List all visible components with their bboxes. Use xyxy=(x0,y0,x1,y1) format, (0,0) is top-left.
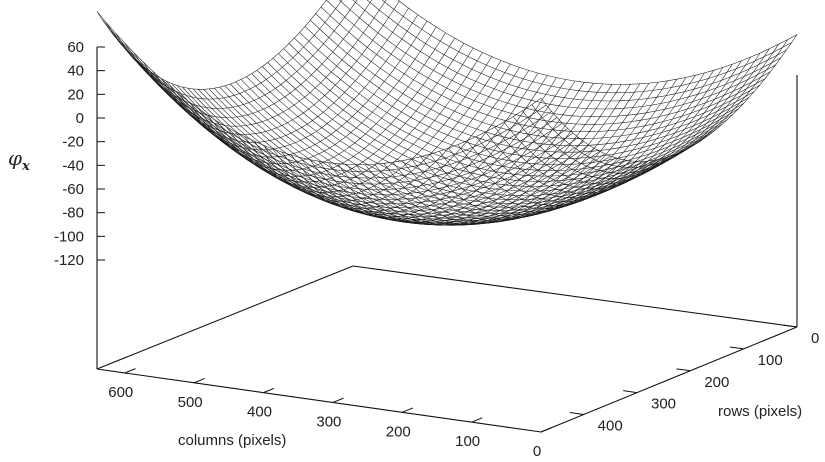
mesh-line-column xyxy=(355,84,613,226)
x-tick-label: 500 xyxy=(178,394,203,411)
mesh-line-column xyxy=(124,0,373,118)
x-tick xyxy=(332,397,344,403)
x-tick-label: 600 xyxy=(108,384,133,401)
mesh-line-column xyxy=(522,44,779,174)
y-tick xyxy=(783,324,798,328)
z-tick-label: -60 xyxy=(62,181,84,198)
z-tick-label: 40 xyxy=(67,63,84,80)
z-tick-label: -20 xyxy=(62,134,84,151)
mesh-line-row xyxy=(288,43,734,171)
mesh-line-row xyxy=(176,85,622,225)
mesh-line-row xyxy=(278,53,723,182)
z-tick-label: -40 xyxy=(62,157,84,174)
z-tick-label: 20 xyxy=(67,86,84,103)
y-tick xyxy=(729,346,744,350)
x-axis: 600 500 400 300 200 100 0 xyxy=(108,368,552,460)
mesh-line-row xyxy=(192,88,638,226)
mesh-line-row xyxy=(198,89,643,226)
y-axis-title: rows (pixels) xyxy=(718,403,802,420)
mesh-line-row xyxy=(381,0,792,94)
mesh-line-row xyxy=(294,37,739,165)
mesh-line-column xyxy=(466,67,724,202)
z-axis: 60 40 20 0 -20 -40 -60 -80 -100 -120 xyxy=(54,39,105,269)
mesh-line-row xyxy=(102,19,547,172)
mesh-line-row xyxy=(208,88,654,224)
mesh-line-row xyxy=(144,67,590,212)
mesh-line-column xyxy=(96,0,327,90)
y-tick-label: 0 xyxy=(811,330,819,347)
y-axis: 0 100 200 300 400 xyxy=(569,324,819,435)
mesh-line-row xyxy=(203,89,648,225)
x-tick-label: 100 xyxy=(455,433,480,450)
mesh-line-row xyxy=(107,27,552,179)
mesh-line-row xyxy=(397,0,798,85)
mesh-line-row xyxy=(326,0,771,125)
mesh-line-row xyxy=(128,52,574,200)
mesh-line-row xyxy=(171,83,616,224)
mesh-line-row xyxy=(315,13,760,139)
x-tick-label: 200 xyxy=(386,423,411,440)
mesh-line-row xyxy=(352,0,782,110)
z-tick-label: 0 xyxy=(76,110,84,127)
mesh-line-row xyxy=(299,32,744,159)
x-tick xyxy=(124,368,136,374)
mesh-line-row xyxy=(251,73,696,204)
surface-mesh xyxy=(96,0,798,226)
y-tick-label: 200 xyxy=(704,374,729,391)
z-tick-label: -80 xyxy=(62,205,84,222)
x-tick xyxy=(402,407,414,413)
mesh-line-row xyxy=(214,88,659,223)
z-tick-label: 60 xyxy=(67,39,84,56)
x-tick-label: 0 xyxy=(533,443,541,457)
y-tick xyxy=(569,412,584,415)
x-axis-title: columns (pixels) xyxy=(178,432,286,449)
mesh-line-row xyxy=(320,6,766,132)
y-tick xyxy=(676,368,691,372)
mesh-line-column xyxy=(106,0,343,100)
x-tick xyxy=(471,417,483,423)
mesh-line-row xyxy=(160,78,606,220)
mesh-line-row xyxy=(304,26,750,153)
y-tick xyxy=(623,390,638,394)
x-tick xyxy=(540,427,552,433)
mesh-line-row xyxy=(134,58,579,205)
mesh-line-row xyxy=(283,48,728,177)
y-tick-label: 400 xyxy=(598,418,623,435)
floor-edge-back-left xyxy=(96,265,354,370)
y-tick-label: 300 xyxy=(651,396,676,413)
z-axis-subscript: x xyxy=(21,159,30,174)
floor-edge-back-right xyxy=(352,265,798,328)
z-tick-label: -120 xyxy=(54,252,84,269)
y-tick-label: 100 xyxy=(758,352,783,369)
mesh-line-row xyxy=(235,81,680,214)
mesh-line-column xyxy=(216,47,474,188)
mesh-line-column xyxy=(115,0,358,109)
mesh-line-row xyxy=(118,40,563,190)
mesh-line-column xyxy=(143,0,400,135)
mesh-line-row xyxy=(366,0,787,102)
z-axis-symbol: φ xyxy=(8,146,22,170)
x-tick xyxy=(263,387,275,394)
mesh-line-row xyxy=(338,0,776,118)
mesh-line-row xyxy=(96,11,542,165)
mesh-line-row xyxy=(112,34,558,185)
mesh-line-row xyxy=(123,47,568,196)
mesh-line-row xyxy=(219,86,664,221)
x-tick-label: 400 xyxy=(247,404,272,421)
z-tick-label: -100 xyxy=(54,228,84,245)
mesh-line-column xyxy=(207,43,465,183)
x-tick xyxy=(193,378,205,384)
floor-edge-front-left xyxy=(96,368,542,433)
z-axis-title: φx xyxy=(8,146,30,174)
mesh-line-row xyxy=(224,85,670,219)
mesh-line-column xyxy=(161,14,419,151)
x-tick-label: 300 xyxy=(316,413,341,430)
